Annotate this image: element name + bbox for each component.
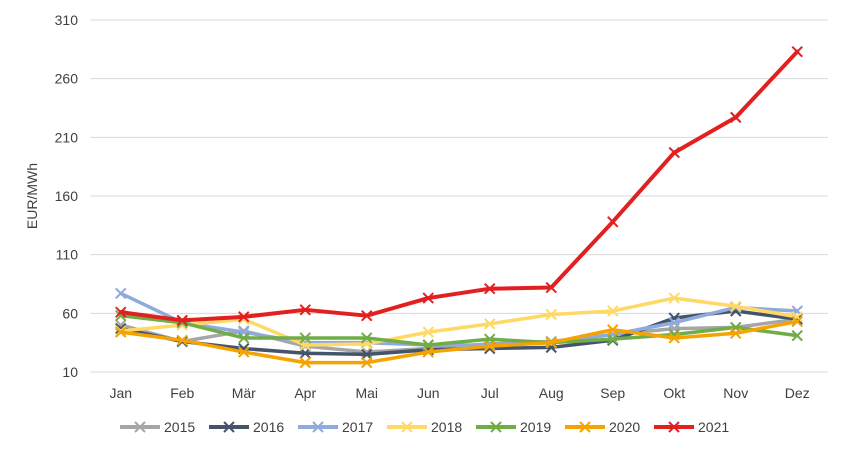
- x-tick-label: Dez: [785, 385, 810, 401]
- legend-item: 2020: [565, 419, 640, 435]
- legend: 2015 2016 2017 2018 2019 2020 2021: [120, 419, 729, 435]
- data-point: [791, 311, 803, 323]
- data-point: [791, 45, 803, 58]
- legend-label: 2019: [520, 419, 551, 435]
- data-point: [545, 281, 557, 294]
- data-point: [299, 347, 311, 359]
- data-point: [791, 329, 803, 342]
- data-point: [607, 216, 619, 228]
- legend-label: 2020: [609, 419, 640, 435]
- series-line: [119, 291, 799, 347]
- data-point: [361, 309, 373, 322]
- data-point: [607, 333, 619, 345]
- data-point: [545, 336, 557, 349]
- data-point: [607, 324, 619, 336]
- x-tick-label: Mär: [232, 385, 256, 401]
- y-axis-label: EUR/MWh: [24, 163, 40, 229]
- data-point: [607, 305, 619, 317]
- legend-marker: [312, 421, 324, 433]
- data-point: [730, 300, 742, 313]
- data-point: [730, 111, 742, 124]
- data-point: [361, 332, 373, 344]
- data-point: [299, 356, 311, 369]
- series-2020: [115, 315, 803, 369]
- legend-label: 2018: [431, 419, 462, 435]
- legend-item: 2015: [120, 419, 195, 435]
- y-tick-label: 10: [62, 364, 78, 380]
- data-point: [791, 315, 803, 328]
- data-point: [545, 308, 557, 321]
- legend-marker: [490, 421, 502, 433]
- legend-marker: [668, 421, 680, 433]
- legend-label: 2017: [342, 419, 373, 435]
- legend-item: 2017: [298, 419, 373, 435]
- y-axis-ticks: 10 60 110 160 210 260 310: [55, 12, 79, 380]
- data-point: [176, 314, 188, 327]
- data-point: [299, 304, 311, 316]
- series-layer: [115, 45, 803, 369]
- series-2021: [115, 45, 803, 327]
- x-tick-label: Jun: [417, 385, 440, 401]
- y-tick-label: 60: [62, 305, 78, 321]
- y-tick-label: 110: [56, 247, 79, 263]
- legend-marker: [223, 421, 235, 433]
- legend-label: 2021: [698, 419, 729, 435]
- legend-item: 2018: [387, 419, 462, 435]
- data-point: [422, 346, 434, 358]
- x-tick-label: Feb: [170, 385, 194, 401]
- legend-item: 2019: [476, 419, 551, 435]
- data-point: [730, 327, 742, 339]
- x-axis-ticks: Jan Feb Mär Apr Mai Jun Jul Aug Sep Okt Nov Dez: [109, 385, 809, 401]
- x-tick-label: Mai: [355, 385, 378, 401]
- data-point: [422, 326, 434, 338]
- y-tick-label: 310: [55, 12, 79, 28]
- data-point: [115, 287, 127, 300]
- data-point: [238, 346, 250, 358]
- legend-label: 2016: [253, 419, 284, 435]
- x-tick-label: Jan: [109, 385, 132, 401]
- data-point: [484, 340, 496, 352]
- x-tick-label: Jul: [481, 385, 499, 401]
- x-tick-label: Okt: [663, 385, 685, 401]
- x-tick-label: Aug: [539, 385, 564, 401]
- legend-label: 2015: [164, 419, 195, 435]
- series-line: [119, 296, 799, 347]
- data-point: [361, 348, 373, 361]
- data-point: [238, 332, 250, 344]
- legend-marker: [134, 421, 146, 433]
- x-tick-label: Apr: [294, 385, 316, 401]
- data-point: [484, 318, 496, 330]
- data-point: [299, 332, 311, 344]
- data-point: [484, 282, 496, 295]
- x-tick-label: Nov: [723, 385, 748, 401]
- data-point: [115, 306, 127, 318]
- legend-item: 2016: [209, 419, 284, 435]
- gridlines: [90, 19, 828, 373]
- data-point: [361, 356, 373, 369]
- legend-marker: [401, 421, 413, 433]
- legend-item: 2021: [654, 419, 729, 435]
- y-tick-label: 210: [55, 129, 79, 145]
- data-point: [422, 292, 434, 304]
- data-point: [668, 292, 680, 304]
- series-line: [119, 313, 799, 347]
- data-point: [668, 146, 680, 159]
- y-tick-label: 160: [55, 188, 79, 204]
- data-point: [668, 332, 680, 344]
- y-tick-label: 260: [55, 71, 79, 87]
- data-point: [238, 311, 250, 323]
- series-line: [118, 49, 800, 323]
- legend-marker: [579, 421, 591, 433]
- data-point: [115, 326, 127, 338]
- series-line: [119, 319, 799, 365]
- data-point: [176, 334, 188, 347]
- x-tick-label: Sep: [600, 385, 625, 401]
- data-point: [668, 317, 680, 329]
